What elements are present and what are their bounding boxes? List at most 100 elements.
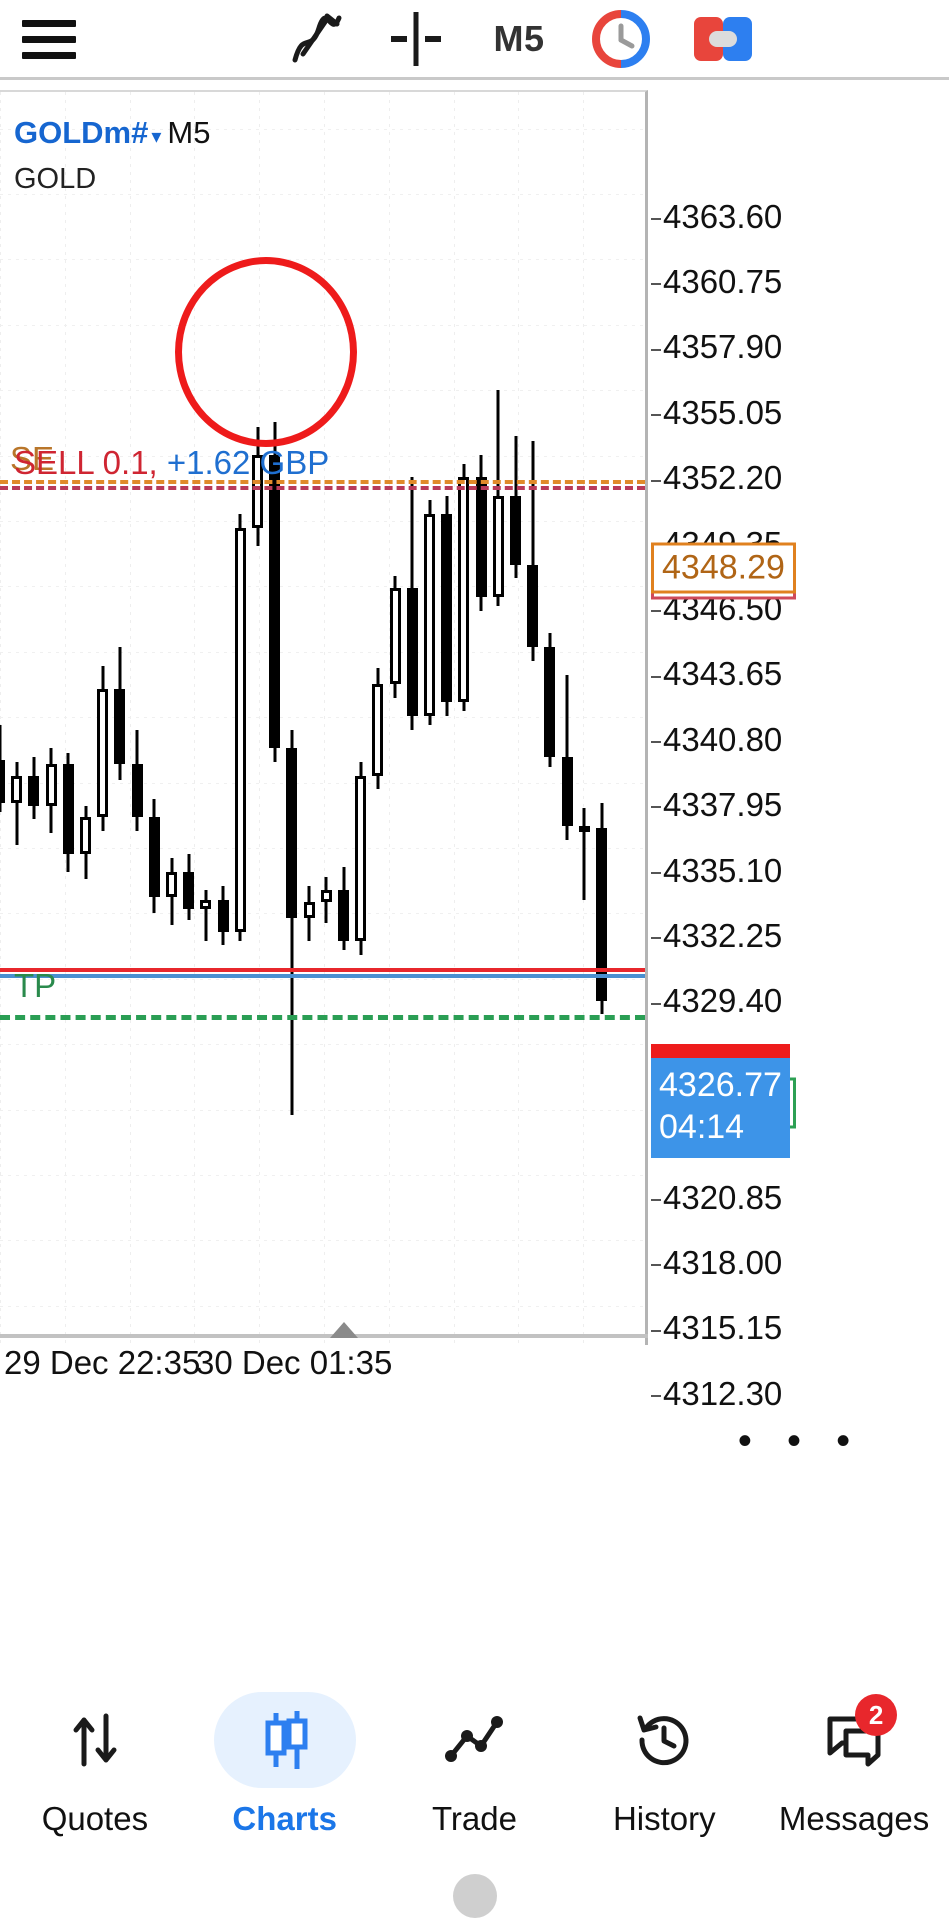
candle-body <box>114 688 126 765</box>
price-tick-label: 4357.90 <box>651 328 782 366</box>
bid-price-value: 4326.77 <box>659 1065 782 1104</box>
top-toolbar: M5 <box>0 0 949 78</box>
candle-body <box>97 688 109 817</box>
candle-body <box>166 872 177 898</box>
candle-body <box>200 899 212 909</box>
candle-body <box>424 514 435 717</box>
gridline-vertical <box>0 92 1 1345</box>
candlestick <box>372 92 384 1345</box>
candle-body <box>544 647 556 758</box>
candlestick <box>338 92 349 1345</box>
gridline-vertical <box>64 92 66 1345</box>
candlestick <box>406 92 418 1345</box>
price-tick-label: 4360.75 <box>651 263 782 301</box>
candlestick <box>269 92 281 1345</box>
home-indicator <box>452 1874 497 1918</box>
position-info-label[interactable]: SELL 0.1, +1.62 GBP <box>14 444 329 482</box>
price-tick-label: 4335.10 <box>651 852 782 890</box>
gridline-vertical <box>194 92 196 1345</box>
nav-label-charts: Charts <box>232 1800 337 1837</box>
candle-body <box>217 899 229 932</box>
candlestick <box>11 92 23 1345</box>
time-label-0: 29 Dec 22:35 <box>4 1344 201 1381</box>
price-tick-label: 4320.85 <box>651 1179 782 1217</box>
candlestick <box>286 92 298 1345</box>
gridline-horizontal <box>0 651 645 653</box>
bid-price-line <box>0 973 645 978</box>
candlestick <box>320 92 332 1345</box>
chart-scroll-marker-icon[interactable] <box>330 1322 358 1338</box>
new-order-icon[interactable] <box>682 6 764 72</box>
nav-item-charts[interactable]: Charts <box>190 1692 380 1838</box>
candle-body <box>28 775 40 806</box>
candlestick <box>492 92 504 1345</box>
indicators-icon[interactable] <box>275 6 357 72</box>
candlestick <box>544 92 556 1345</box>
candle-body <box>338 890 349 941</box>
candle-body <box>269 454 281 749</box>
gridline-horizontal <box>0 586 645 588</box>
candlestick <box>131 92 143 1345</box>
candlestick <box>424 92 435 1345</box>
candle-body <box>252 454 263 528</box>
price-tick-label: 4337.95 <box>651 786 782 824</box>
candlestick <box>217 92 229 1345</box>
gridline-horizontal <box>0 847 645 849</box>
price-axis[interactable]: 4363.604360.754357.904355.054352.204349.… <box>651 170 949 1463</box>
price-tick-label: 4343.65 <box>651 655 782 693</box>
quotes-arrows-icon <box>24 1692 166 1788</box>
time-axis[interactable]: 29 Dec 22:35 30 Dec 01:35 <box>0 1322 949 1404</box>
candlestick <box>510 92 521 1345</box>
candle-wick <box>582 807 586 900</box>
crosshair-icon[interactable] <box>375 6 457 72</box>
candle-wick <box>204 890 208 941</box>
chart-symbol-name[interactable]: GOLDm# <box>14 115 149 150</box>
candlestick <box>114 92 126 1345</box>
position-profit-text: +1.62 GBP <box>166 444 330 482</box>
nav-item-trade[interactable]: Trade <box>380 1692 570 1838</box>
chart-plot-area[interactable]: GOLDm# ▾ M5 GOLD SELL 0.1, +1.62 GBP SE TP <box>0 90 648 1345</box>
gridline-vertical <box>453 92 455 1345</box>
candlestick <box>475 92 487 1345</box>
price-tick-label: 4355.05 <box>651 394 782 432</box>
gridline-vertical <box>259 92 261 1345</box>
candle-body <box>148 817 160 898</box>
candlestick <box>578 92 590 1345</box>
nav-item-history[interactable]: History <box>569 1692 759 1838</box>
nav-item-messages[interactable]: 2 Messages <box>759 1692 949 1838</box>
toolbar-divider <box>0 77 949 80</box>
take-profit-line[interactable] <box>0 1014 645 1020</box>
price-tick-label: 4315.15 <box>651 1309 782 1347</box>
candlestick <box>527 92 539 1345</box>
time-label-1: 30 Dec 01:35 <box>196 1344 393 1381</box>
ask-price-line <box>0 968 645 973</box>
chevron-down-icon[interactable]: ▾ <box>151 126 162 148</box>
trade-line-icon <box>403 1692 545 1788</box>
clock-icon[interactable] <box>580 6 662 72</box>
nav-item-quotes[interactable]: Quotes <box>0 1692 190 1838</box>
price-tick-label: 4312.30 <box>651 1375 782 1413</box>
bid-price-box[interactable]: 4326.77 04:14 <box>651 1043 790 1158</box>
hamburger-menu-icon[interactable] <box>18 8 80 70</box>
candle-wick <box>531 440 535 661</box>
chart-container[interactable]: GOLDm# ▾ M5 GOLD SELL 0.1, +1.62 GBP SE TP… <box>0 80 949 1463</box>
stop-entry-line[interactable] <box>0 479 645 484</box>
sell-entry-line[interactable] <box>0 486 645 491</box>
price-axis-menu-icon[interactable]: • • • <box>737 1418 863 1463</box>
stop-entry-price-box[interactable]: 4348.29 <box>651 542 796 594</box>
candlestick <box>28 92 40 1345</box>
candle-body <box>510 495 521 565</box>
candlestick <box>355 92 367 1345</box>
gridline-horizontal <box>0 1044 645 1046</box>
nav-label-quotes: Quotes <box>41 1800 149 1837</box>
candle-body <box>0 759 5 804</box>
candle-body <box>389 587 401 684</box>
bottom-navigation: Quotes Charts <box>0 1670 949 1920</box>
candle-body <box>62 764 74 854</box>
chart-symbol-header[interactable]: GOLDm# ▾ M5 GOLD <box>14 114 210 198</box>
timeframe-button[interactable]: M5 <box>493 18 545 59</box>
gridline-horizontal <box>0 913 645 915</box>
annotation-ellipse-icon <box>175 257 357 448</box>
candle-body <box>578 826 590 833</box>
